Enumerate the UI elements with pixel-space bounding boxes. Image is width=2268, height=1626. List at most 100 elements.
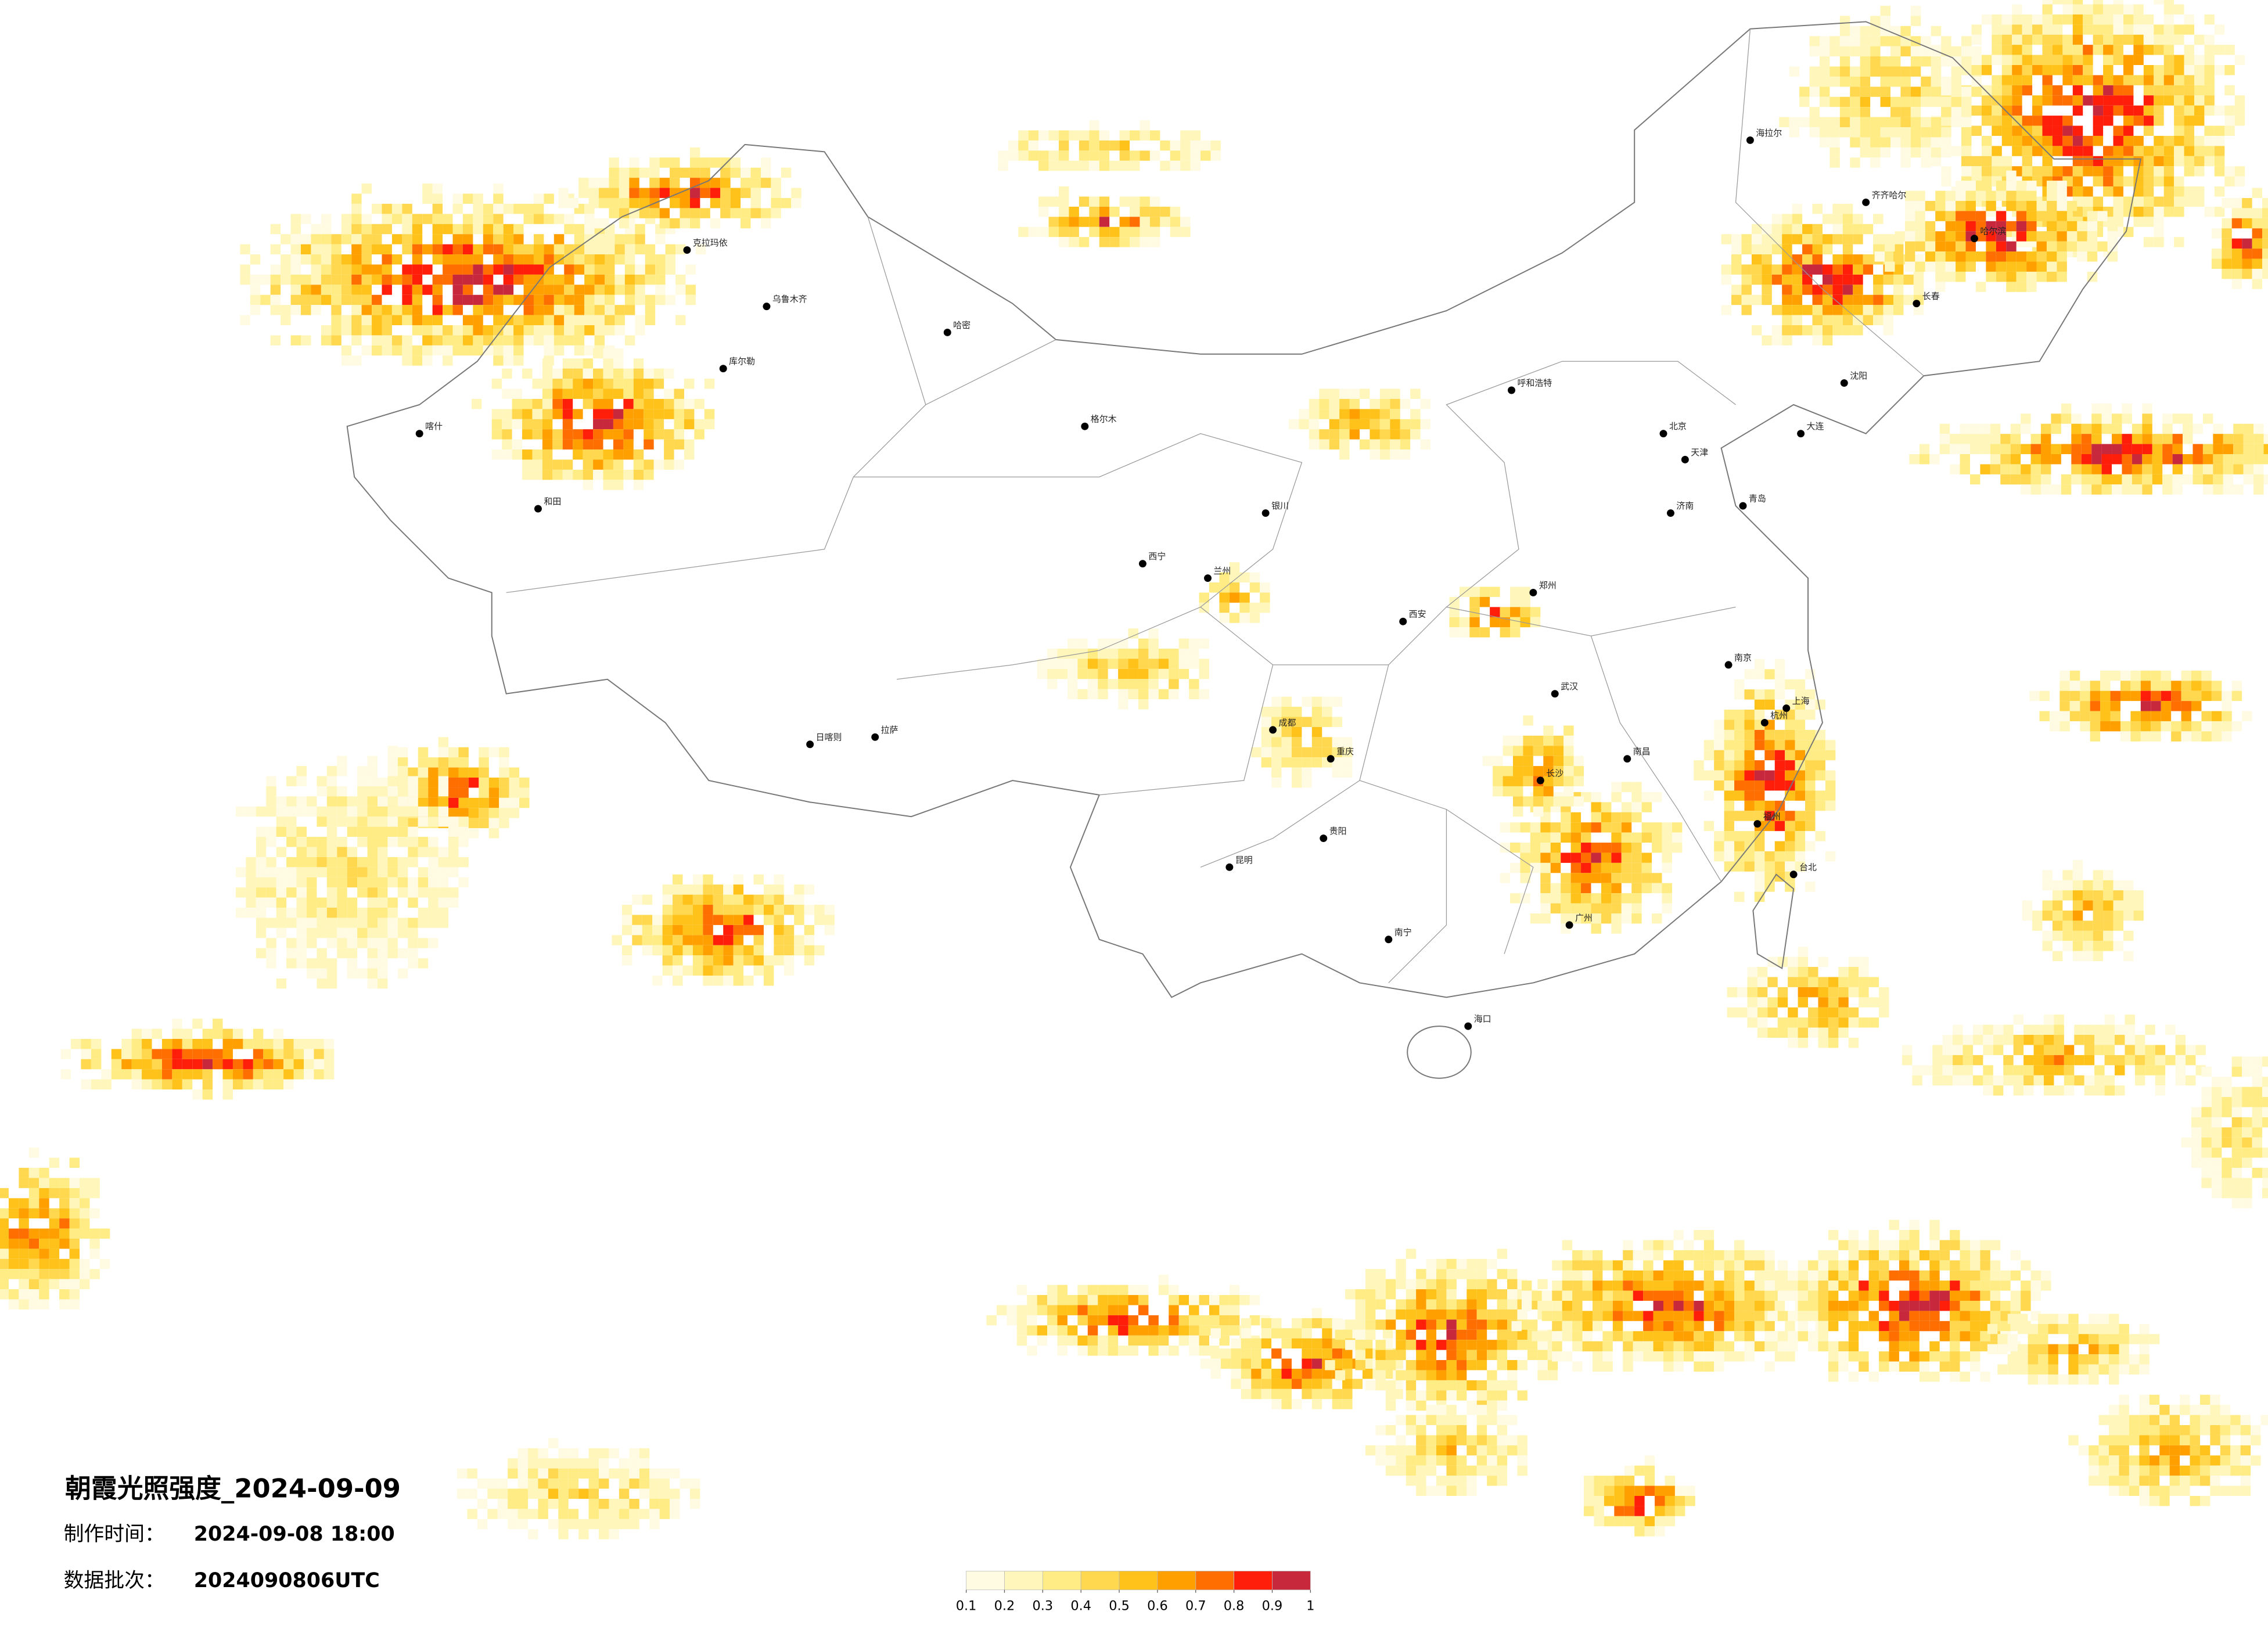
- heat-cell: [1925, 251, 1936, 262]
- heat-cell: [1673, 1341, 1684, 1352]
- heat-cell: [2021, 413, 2031, 424]
- heat-cell: [491, 419, 502, 430]
- heat-cell: [1572, 1270, 1583, 1281]
- heat-cell: [1734, 1270, 1745, 1281]
- heat-cell: [522, 459, 533, 470]
- heat-cell: [1819, 127, 1830, 138]
- heat-cell: [2151, 731, 2161, 742]
- heat-cell: [523, 285, 534, 295]
- heat-cell: [2062, 4, 2073, 15]
- heat-cell: [1382, 1328, 1393, 1339]
- heat-cell: [2057, 261, 2067, 272]
- heat-cell: [351, 224, 362, 235]
- heat-cell: [1098, 1346, 1108, 1356]
- heat-cell: [1641, 802, 1652, 812]
- heat-cell: [633, 409, 644, 419]
- heat-cell: [2098, 1455, 2109, 1466]
- heat-cell: [372, 335, 382, 346]
- heat-cell: [1490, 587, 1500, 597]
- heat-cell: [593, 469, 603, 480]
- heat-cell: [1764, 1280, 1775, 1291]
- heat-cell: [2113, 24, 2123, 35]
- heat-cell: [1798, 1301, 1809, 1311]
- heat-cell: [1859, 1321, 1869, 1332]
- heat-cell: [1785, 740, 1795, 750]
- heat-cell: [1178, 1295, 1189, 1305]
- heat-cell: [1853, 325, 1863, 336]
- heat-cell: [1774, 770, 1785, 780]
- heat-cell: [2172, 434, 2183, 444]
- heat-cell: [1563, 786, 1574, 797]
- heat-cell: [1819, 46, 1830, 57]
- heat-cell: [1777, 1260, 1788, 1271]
- heat-cell: [2123, 125, 2134, 136]
- heat-cell: [2061, 474, 2072, 485]
- heat-cell: [1641, 822, 1652, 833]
- heat-cell: [733, 884, 744, 895]
- heat-cell: [2022, 125, 2033, 136]
- heat-cell: [2142, 484, 2152, 495]
- heat-cell: [1734, 679, 1745, 690]
- heat-cell: [1734, 729, 1745, 740]
- heat-cell: [1633, 1290, 1644, 1301]
- heat-cell: [2078, 1374, 2089, 1385]
- heat-cell: [1812, 285, 1823, 295]
- heat-cell: [2123, 34, 2134, 45]
- heat-cell: [39, 1289, 49, 1300]
- heat-cell: [2012, 135, 2022, 146]
- heat-cell: [202, 1069, 213, 1080]
- heat-cell: [1764, 871, 1775, 882]
- heat-cell: [1919, 444, 1930, 455]
- heat-cell: [1731, 264, 1742, 275]
- heat-cell: [1980, 1280, 1990, 1291]
- heat-cell: [532, 409, 542, 419]
- heat-cell: [2119, 1405, 2129, 1415]
- heat-cell: [1385, 1289, 1396, 1300]
- heat-cell: [1860, 96, 1871, 107]
- heat-cell: [2087, 231, 2098, 242]
- heat-cell: [533, 285, 544, 295]
- heat-cell: [544, 254, 554, 265]
- heat-cell: [1764, 740, 1775, 750]
- heat-cell: [1291, 717, 1302, 727]
- heat-cell: [1169, 1305, 1179, 1315]
- heat-cell: [1945, 271, 1956, 282]
- heat-cell: [1860, 36, 1871, 46]
- heat-cell: [629, 197, 639, 208]
- heat-cell: [99, 1228, 110, 1239]
- heat-cell: [1812, 315, 1823, 325]
- heat-cell: [2123, 85, 2134, 96]
- heat-cell: [1550, 893, 1561, 904]
- heat-cell: [1935, 241, 1946, 252]
- heat-cell: [594, 294, 605, 305]
- heat-cell: [372, 315, 382, 325]
- heat-cell: [2169, 1405, 2180, 1415]
- heat-cell: [1500, 843, 1511, 853]
- heat-cell: [448, 757, 459, 768]
- heat-cell: [1581, 893, 1591, 904]
- heat-cell: [1249, 602, 1260, 613]
- heat-cell: [152, 1069, 162, 1080]
- heat-cell: [499, 808, 509, 818]
- heat-cell: [391, 254, 402, 265]
- heat-cell: [1714, 1321, 1724, 1332]
- heat-cell: [2042, 14, 2053, 25]
- heat-cell: [1825, 800, 1836, 811]
- heat-cell: [2180, 1465, 2190, 1476]
- heat-cell: [1909, 1361, 1920, 1372]
- heat-cell: [1291, 1399, 1302, 1409]
- heat-cell: [1400, 419, 1411, 430]
- heat-cell: [2240, 1485, 2251, 1496]
- heat-cell: [1992, 34, 2002, 45]
- heat-cell: [1497, 1340, 1508, 1350]
- heat-cell: [1767, 1027, 1778, 1038]
- heat-cell: [2052, 166, 2063, 177]
- heat-cell: [1777, 1017, 1788, 1028]
- heat-cell: [2012, 116, 2022, 126]
- heat-cell: [2139, 1455, 2150, 1466]
- heat-cell: [1832, 274, 1843, 285]
- heat-cell: [1665, 1506, 1675, 1516]
- heat-cell: [2022, 156, 2033, 167]
- heat-cell: [1507, 1380, 1518, 1391]
- heat-cell: [2093, 930, 2104, 941]
